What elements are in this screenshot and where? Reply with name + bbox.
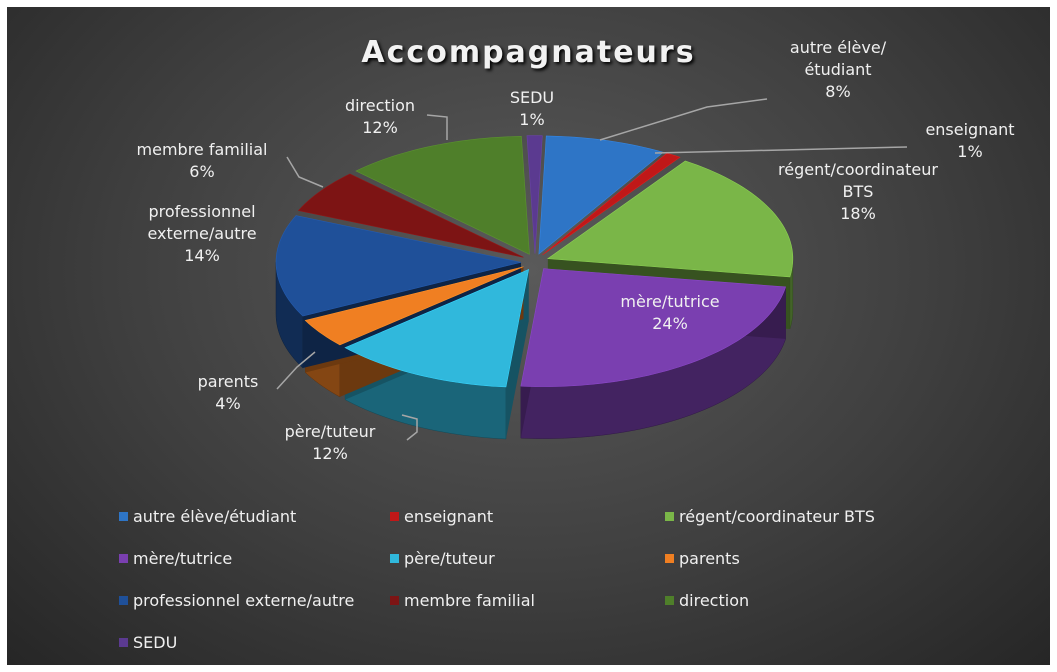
data-label: membre familial 6%	[117, 139, 287, 183]
data-label: enseignant 1%	[910, 119, 1030, 163]
data-label-name: enseignant	[925, 120, 1015, 139]
legend-label: régent/coordinateur BTS	[679, 507, 875, 526]
leader-line	[276, 351, 316, 390]
legend-label: SEDU	[133, 633, 178, 652]
data-label: direction 12%	[325, 95, 435, 139]
slice	[520, 268, 787, 387]
legend-item: enseignant	[390, 507, 493, 526]
leader-line	[401, 414, 418, 441]
data-label: parents 4%	[178, 371, 278, 415]
data-label-value: 14%	[184, 246, 220, 265]
data-label: autre élève/étudiant 8%	[771, 37, 906, 103]
legend-swatch	[665, 554, 674, 563]
data-label-name: autre élève/étudiant	[789, 38, 887, 79]
legend-item: autre élève/étudiant	[119, 507, 296, 526]
data-label-name: parents	[197, 372, 259, 391]
legend-swatch	[119, 638, 128, 647]
slice	[542, 152, 681, 256]
data-label-value: 6%	[189, 162, 215, 181]
data-label-name: professionnel externe/autre	[147, 202, 257, 243]
legend-swatch	[119, 512, 128, 521]
data-label-value: 1%	[957, 142, 983, 161]
data-label: professionnel externe/autre 14%	[127, 201, 277, 267]
slice	[538, 135, 664, 255]
leader-line	[654, 146, 908, 154]
slice	[297, 173, 524, 258]
legend-label: membre familial	[404, 591, 535, 610]
slice	[304, 266, 524, 346]
data-label-name: régent/coordinateur BTS	[778, 160, 938, 201]
data-label: mère/tutrice 24%	[600, 291, 740, 335]
legend-swatch	[390, 512, 399, 521]
chart-title: Accompagnateurs	[361, 35, 696, 70]
legend-swatch	[119, 554, 128, 563]
slice	[546, 160, 794, 278]
data-label-value: 4%	[215, 394, 241, 413]
legend-label: parents	[679, 549, 740, 568]
legend-label: autre élève/étudiant	[133, 507, 297, 526]
legend-label: mère/tutrice	[133, 549, 233, 568]
pie-area	[275, 98, 908, 441]
legend-swatch	[665, 512, 674, 521]
legend-item: membre familial	[390, 591, 535, 610]
slice	[344, 268, 530, 388]
legend-item: professionnel externe/autre	[119, 591, 354, 610]
data-label-value: 18%	[840, 204, 876, 223]
data-label-name: membre familial	[136, 140, 268, 159]
legend-item: mère/tutrice	[119, 549, 232, 568]
legend-label: professionnel externe/autre	[133, 591, 355, 610]
data-label-name: père/tuteur	[284, 422, 376, 441]
legend-swatch	[665, 596, 674, 605]
data-label-name: direction	[344, 96, 416, 115]
legend-item: régent/coordinateur BTS	[665, 507, 875, 526]
legend-label: direction	[679, 591, 750, 610]
data-label-value: 24%	[652, 314, 688, 333]
data-label: régent/coordinateur BTS 18%	[763, 159, 953, 225]
legend-item: direction	[665, 591, 749, 610]
legend-item: père/tuteur	[390, 549, 495, 568]
tops	[275, 135, 794, 388]
legend-swatch	[390, 596, 399, 605]
legend-swatch	[390, 554, 399, 563]
leader-line	[286, 156, 324, 188]
data-label-name: mère/tutrice	[620, 292, 720, 311]
data-label-value: 8%	[825, 82, 851, 101]
leader-line	[599, 98, 768, 141]
data-label-value: 12%	[362, 118, 398, 137]
data-label-name: SEDU	[509, 88, 555, 107]
data-label: père/tuteur 12%	[260, 421, 400, 465]
data-label-value: 1%	[519, 110, 545, 129]
slice	[526, 135, 543, 254]
legend-swatch	[119, 596, 128, 605]
legend-label: père/tuteur	[404, 549, 495, 568]
data-label-value: 12%	[312, 444, 348, 463]
data-label: SEDU 1%	[502, 87, 562, 131]
slice	[355, 136, 530, 255]
slice	[275, 215, 522, 317]
legend-item: parents	[665, 549, 740, 568]
chart: Accompagnateurs autre élève/étudiant 8% en…	[7, 7, 1050, 665]
leader-line	[426, 114, 448, 140]
legend-label: enseignant	[404, 507, 494, 526]
legend-item: SEDU	[119, 633, 177, 652]
